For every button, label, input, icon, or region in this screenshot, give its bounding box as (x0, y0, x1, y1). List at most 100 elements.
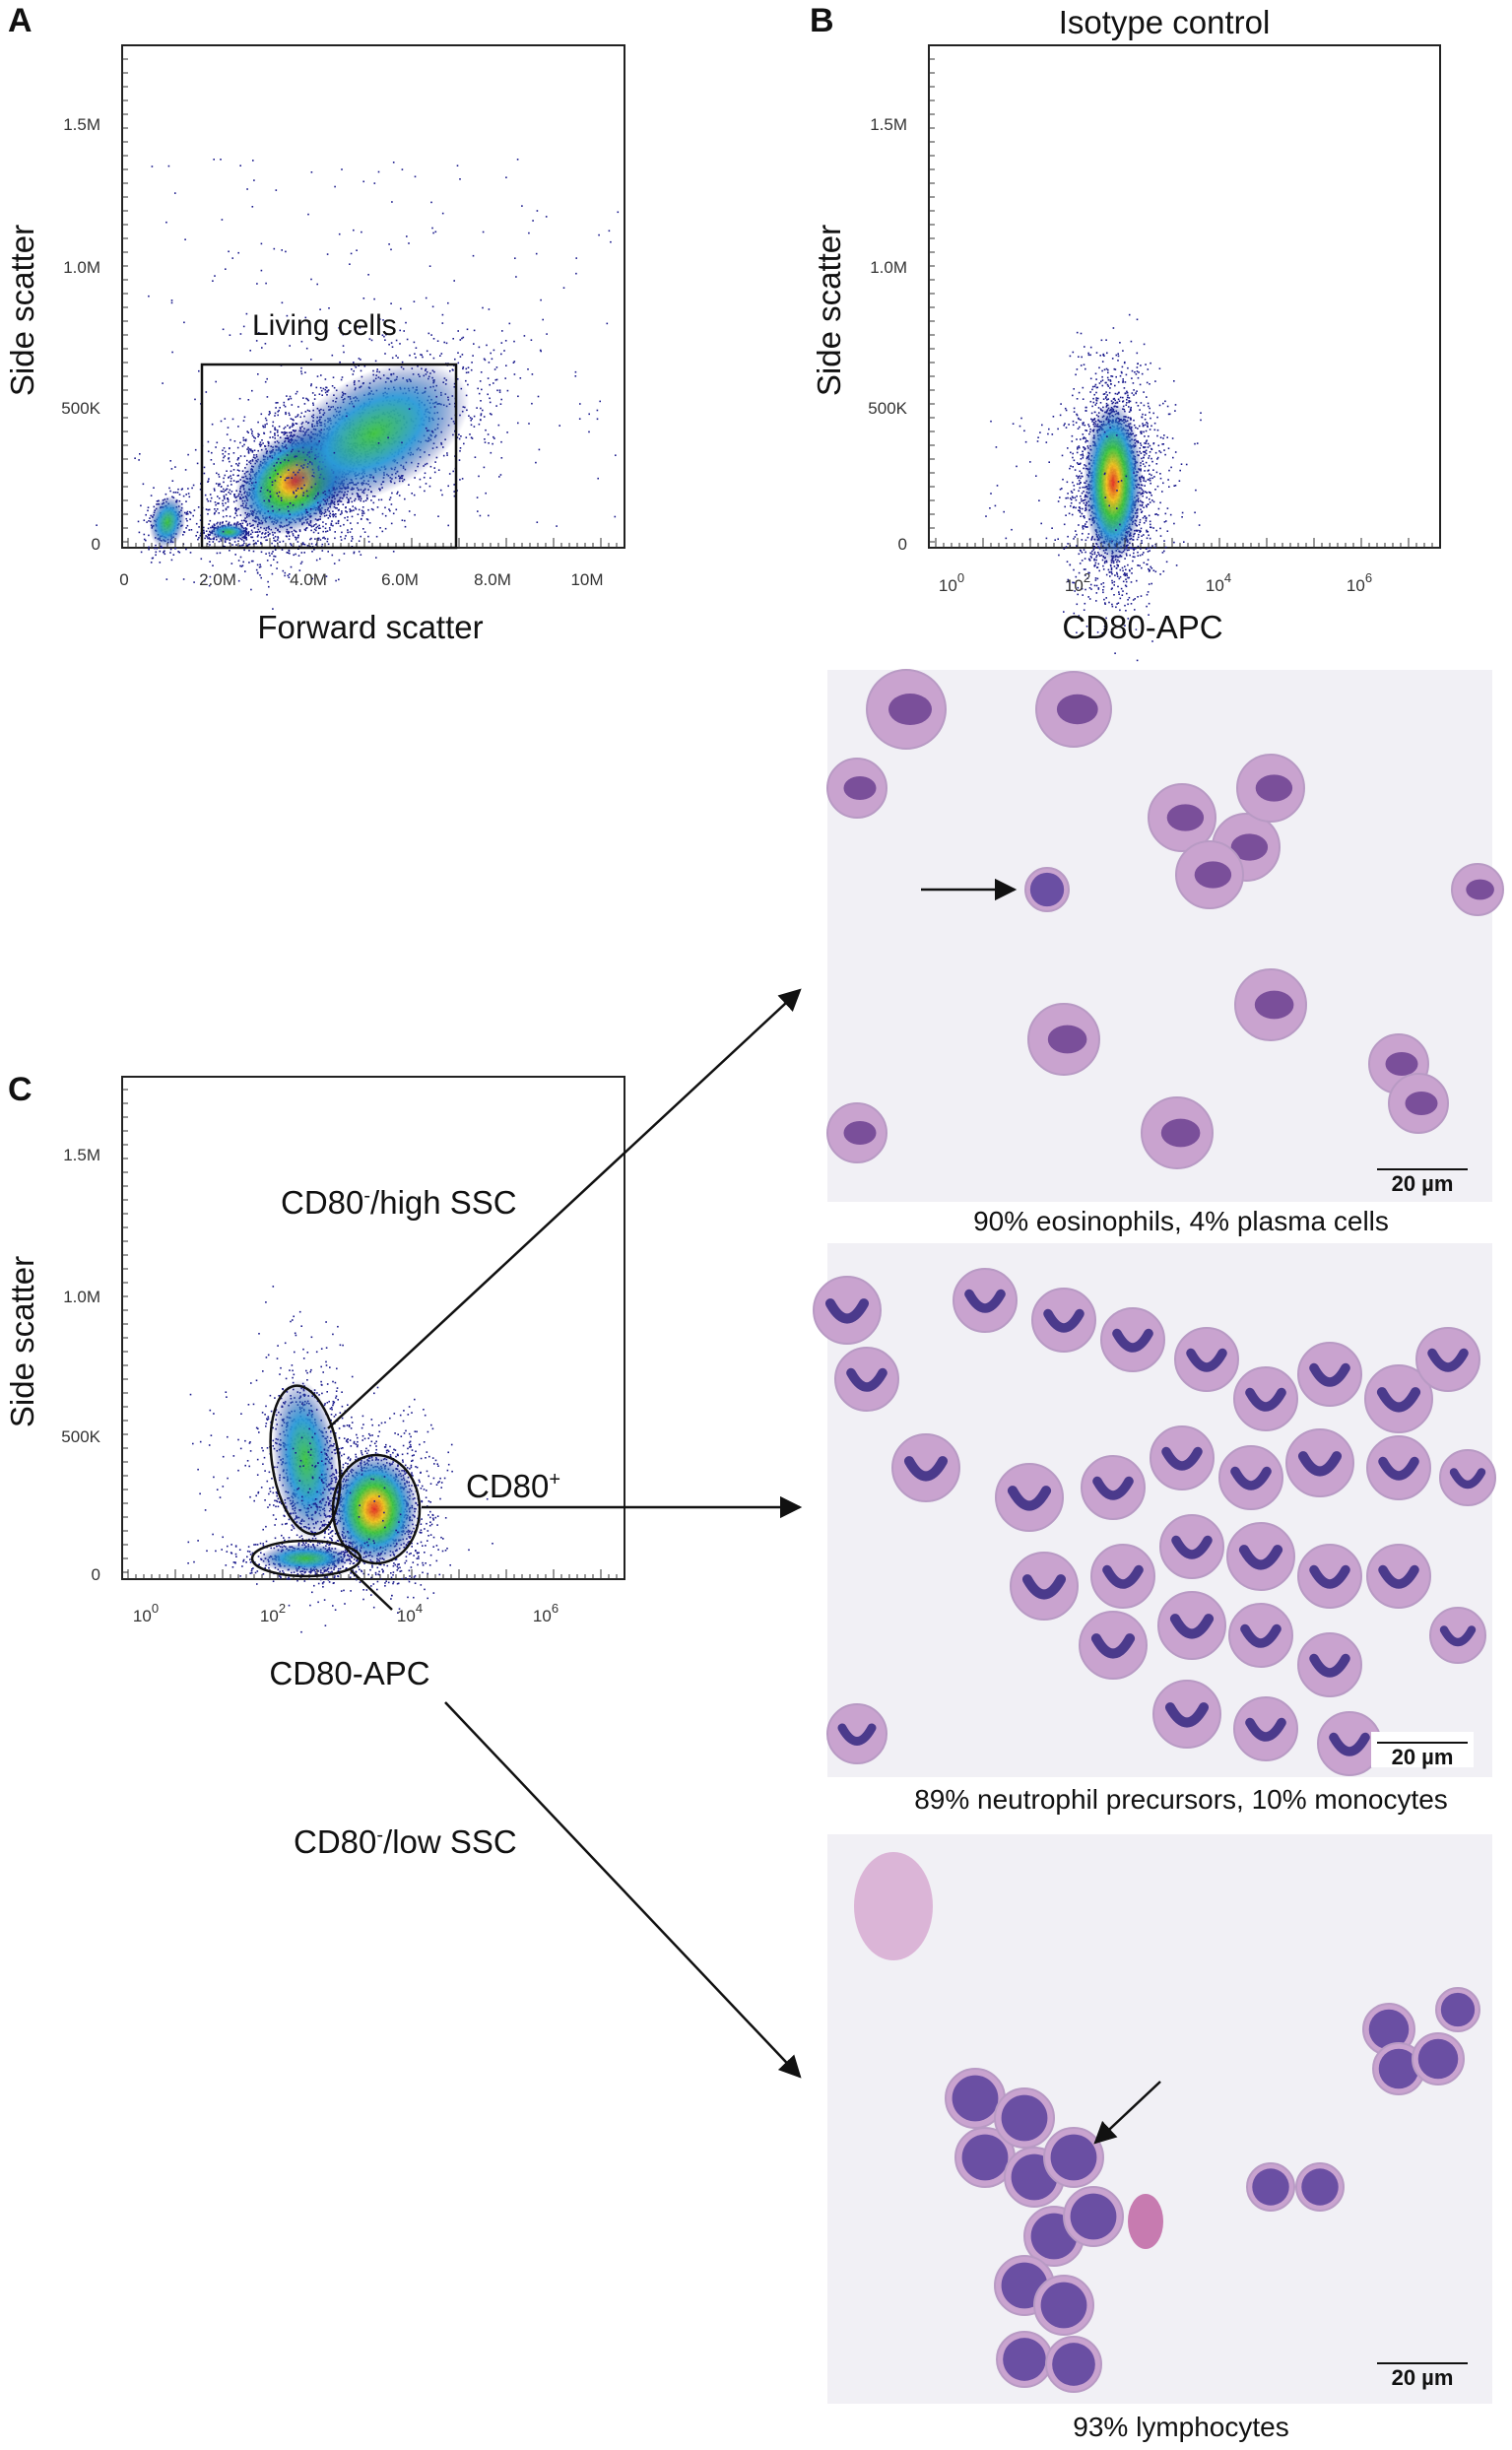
event-dot (479, 514, 482, 517)
event-dot (322, 521, 324, 523)
event-dot (283, 428, 286, 430)
event-dot (473, 343, 475, 345)
event-dot (1085, 521, 1087, 523)
event-dot (230, 491, 233, 493)
event-dot (320, 374, 322, 376)
event-dot (470, 368, 473, 371)
event-dot (226, 433, 229, 435)
event-dot (1151, 640, 1153, 642)
event-dot (235, 544, 237, 546)
event-dot (207, 481, 209, 483)
event-dot (395, 355, 397, 357)
event-dot (188, 496, 191, 498)
event-dot (366, 518, 369, 521)
event-dot (354, 506, 357, 509)
event-dot (268, 498, 270, 501)
event-dot (288, 412, 291, 415)
event-dot (316, 375, 319, 377)
event-dot (432, 357, 435, 360)
event-dot (297, 406, 299, 408)
event-dot (222, 521, 224, 523)
event-dot (489, 401, 492, 404)
event-dot (156, 547, 159, 550)
event-dot (318, 537, 320, 540)
event-dot (432, 338, 435, 340)
event-dot (488, 514, 490, 517)
event-dot (1115, 606, 1117, 609)
event-dot (381, 334, 384, 337)
event-dot (251, 524, 253, 527)
event-dot (280, 497, 283, 499)
event-dot (361, 509, 363, 512)
event-dot (177, 488, 179, 491)
event-dot (381, 512, 384, 515)
event-dot (143, 533, 146, 536)
event-dot (1143, 454, 1146, 456)
event-dot (478, 346, 481, 349)
event-dot (447, 301, 449, 304)
event-dot (424, 490, 426, 493)
event-dot (1143, 506, 1145, 508)
event-dot (271, 572, 274, 575)
event-dot (415, 357, 417, 359)
event-dot (207, 533, 210, 536)
event-dot (151, 166, 154, 167)
event-dot (307, 213, 309, 216)
event-dot (225, 520, 228, 523)
event-dot (370, 499, 372, 501)
event-dot (276, 567, 278, 569)
event-dot (257, 435, 259, 437)
event-dot (155, 554, 157, 557)
event-dot (237, 426, 239, 428)
event-dot (300, 412, 303, 415)
event-dot (268, 414, 270, 416)
event-dot (271, 456, 274, 459)
event-dot (274, 545, 276, 548)
event-dot (1082, 422, 1084, 425)
event-dot (222, 515, 225, 518)
event-dot (480, 414, 483, 417)
event-dot (223, 456, 225, 459)
event-dot (284, 431, 287, 433)
event-dot (319, 386, 322, 389)
event-dot (148, 548, 150, 551)
event-dot (197, 506, 200, 508)
event-dot (471, 418, 473, 420)
event-dot (1065, 546, 1068, 548)
event-dot (287, 505, 290, 508)
event-dot (208, 538, 211, 540)
event-dot (345, 506, 347, 508)
event-dot (278, 508, 281, 511)
event-dot (247, 451, 250, 453)
event-dot (485, 429, 487, 431)
event-dot (360, 369, 362, 372)
event-dot (606, 322, 609, 325)
event-dot (1149, 407, 1150, 410)
event-dot (351, 515, 354, 518)
event-dot (391, 492, 393, 495)
event-dot (324, 538, 326, 540)
event-dot (335, 513, 337, 515)
event-dot (314, 394, 316, 396)
event-dot (213, 512, 216, 515)
event-dot (273, 465, 276, 467)
event-dot (281, 549, 284, 551)
event-dot (240, 519, 243, 522)
event-dot (326, 538, 329, 540)
event-dot (433, 406, 436, 408)
event-dot (257, 432, 259, 435)
event-dot (1145, 430, 1148, 432)
event-dot (493, 382, 494, 384)
event-dot (247, 449, 250, 452)
event-dot (319, 558, 321, 561)
event-dot (446, 454, 448, 456)
event-dot (299, 563, 302, 564)
event-dot (253, 439, 256, 442)
event-dot (453, 491, 455, 493)
event-dot (310, 529, 312, 532)
event-dot (447, 524, 449, 527)
event-dot (342, 333, 345, 336)
event-dot (203, 466, 206, 469)
event-dot (315, 523, 317, 525)
event-dot (424, 472, 427, 475)
